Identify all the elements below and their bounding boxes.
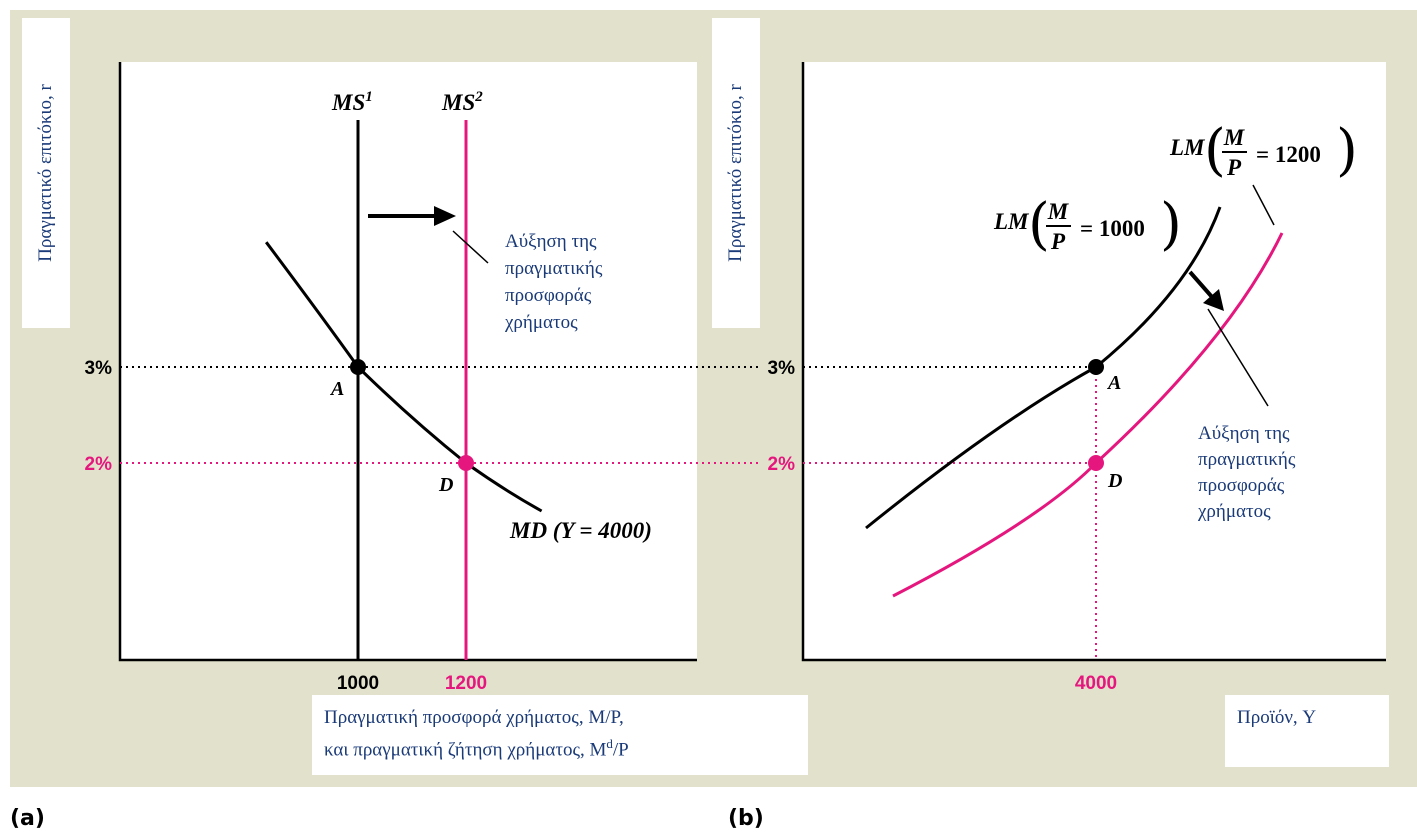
panel-a-plot-area: [120, 62, 697, 660]
x-axis-label-left-sup: d: [606, 736, 613, 751]
point-a-label-A: A: [329, 378, 344, 400]
point-a-D: [458, 455, 474, 471]
point-b-A: [1088, 359, 1104, 375]
panel-b-axes: [801, 62, 1386, 662]
md-curve: [264, 241, 543, 513]
x-axis-label-left-line2-pre: και πραγματική ζήτηση χρήματος, M: [324, 739, 607, 761]
annotation-a-line-3: χρήματος: [504, 312, 578, 333]
x-axis-label-right-text: Προϊόν, Y: [1237, 707, 1317, 728]
tick-x-1000: 1000: [337, 673, 379, 694]
tick-y-2pct-a: 2%: [85, 454, 113, 475]
annotation-b-line-0: Αύξηση της: [1198, 423, 1290, 444]
shift-arrow-b-head: [1203, 289, 1224, 311]
y-axis-label-left-box: Πραγματικό επιτόκιο, r: [22, 18, 70, 328]
point-b-D: [1088, 455, 1104, 471]
lm-label-1000-text: LM: [993, 209, 1030, 234]
panel-tag-b: (b): [728, 806, 764, 831]
lm-label-1200-rparen: ): [1336, 118, 1358, 183]
x-axis-label-left-line2: και πραγματική ζήτηση χρήματος, Md/P: [324, 731, 796, 763]
shift-arrow-a-head: [434, 206, 456, 226]
lm2-label-pointer: [1252, 184, 1275, 226]
tick-y-3pct-a: 3%: [85, 358, 113, 379]
lm-label-1200-lparen: (: [1204, 118, 1226, 183]
annotation-a-line-0: Αύξηση της: [505, 231, 597, 252]
panel-tag-a: (a): [10, 806, 45, 831]
lm-label-1000-lparen: (: [1028, 192, 1050, 257]
panel-a-axes: [118, 62, 697, 662]
annotation-a-line-1: πραγματικής: [505, 258, 603, 279]
point-a-A: [350, 359, 366, 375]
tick-y-3pct-b: 3%: [768, 358, 796, 379]
md-label: MD (Y = 4000): [509, 518, 652, 543]
lm-label-1200-text: LM: [1169, 135, 1206, 160]
shift-arrow-b-shaft: [1188, 270, 1214, 299]
lm-label-1000-rparen: ): [1160, 192, 1182, 257]
x-axis-label-left-line2-post: /P: [612, 739, 629, 761]
lm-label-1000-den: P: [1050, 229, 1066, 254]
y-axis-label-left: Πραγματικό επιτόκιο, r: [35, 84, 56, 262]
tick-x-4000: 4000: [1075, 673, 1117, 694]
annotation-b-line-1: πραγματικής: [1198, 449, 1296, 470]
point-b-label-D: D: [1107, 470, 1122, 492]
annotation-b-line-3: χρήματος: [1197, 501, 1271, 522]
x-axis-label-left: Πραγματική προσφορά χρήματος, M/P, και π…: [312, 695, 808, 775]
lm-label-1200: LM (MP = 1200): [1169, 118, 1358, 183]
point-a-label-D: D: [438, 474, 453, 496]
ms2-label-sup: 2: [474, 89, 483, 105]
lm-label-1200-num: M: [1223, 125, 1246, 150]
annotation-b-line-2: προσφοράς: [1198, 475, 1285, 496]
lm-label-1000-num: M: [1047, 199, 1070, 224]
lm-label-1000: LM (MP = 1000): [993, 192, 1182, 257]
point-b-label-A: A: [1106, 372, 1121, 394]
lm-label-1200-value: = 1200: [1256, 142, 1321, 167]
ms1-label-sup: 1: [365, 89, 373, 105]
tick-x-1200: 1200: [445, 673, 487, 694]
x-axis-label-left-line1: Πραγματική προσφορά χρήματος, M/P,: [324, 707, 624, 728]
annotation-a-line-2: προσφοράς: [505, 285, 592, 306]
x-axis-label-right: Προϊόν, Y: [1225, 695, 1389, 767]
y-axis-label-right: Πραγματικό επιτόκιο, r: [725, 84, 746, 262]
lm-label-1000-value: = 1000: [1080, 216, 1145, 241]
tick-y-2pct-b: 2%: [768, 454, 796, 475]
lm-label-1200-den: P: [1226, 155, 1242, 180]
y-axis-label-right-box: Πραγματικό επιτόκιο, r: [712, 18, 760, 328]
annotation-b-pointer: [1207, 308, 1269, 407]
annotation-a-pointer: [452, 230, 489, 264]
